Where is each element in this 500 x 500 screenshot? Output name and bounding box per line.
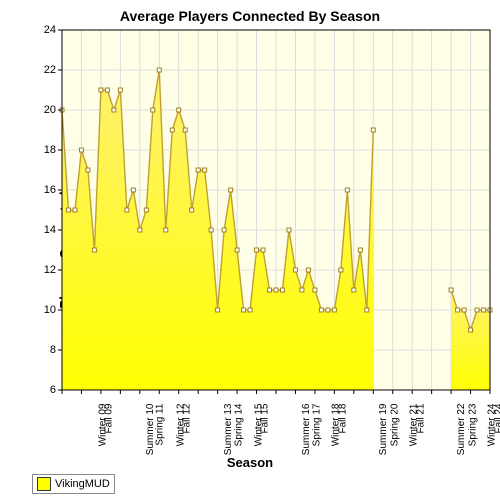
y-tick-label: 16 <box>34 184 56 196</box>
x-tick-label: Fall 15 <box>260 404 271 434</box>
x-tick-label: Summer 13 <box>223 404 234 456</box>
x-tick-label: Fall 12 <box>182 404 193 434</box>
y-tick-label: 14 <box>34 224 56 236</box>
y-tick-label: 18 <box>34 144 56 156</box>
x-tick-label: Spring 14 <box>233 404 244 447</box>
x-tick-label: Spring 11 <box>155 404 166 446</box>
x-tick-label: Fall 21 <box>415 404 426 434</box>
x-tick-label: Spring 17 <box>311 404 322 447</box>
x-tick-label: Summer 19 <box>379 404 390 456</box>
y-tick-label: 8 <box>34 344 56 356</box>
legend-label: VikingMUD <box>55 478 110 490</box>
chart-container: Average Players Connected By Season Play… <box>0 0 500 500</box>
x-tick-label: Summer 16 <box>301 404 312 456</box>
y-tick-label: 22 <box>34 64 56 76</box>
y-tick-label: 24 <box>34 24 56 36</box>
x-tick-label: Fall 18 <box>337 404 348 434</box>
y-tick-label: 6 <box>34 384 56 396</box>
y-tick-label: 10 <box>34 304 56 316</box>
x-tick-label: Spring 23 <box>467 404 478 447</box>
legend-swatch <box>37 477 51 491</box>
x-tick-label: Spring 20 <box>389 404 400 447</box>
y-tick-label: 12 <box>34 264 56 276</box>
y-tick-label: 20 <box>34 104 56 116</box>
x-tick-label: Fall 24 <box>493 404 500 434</box>
x-tick-label: Fall 09 <box>104 404 115 434</box>
legend: VikingMUD <box>32 474 115 494</box>
x-tick-label: Summer 22 <box>456 404 467 456</box>
